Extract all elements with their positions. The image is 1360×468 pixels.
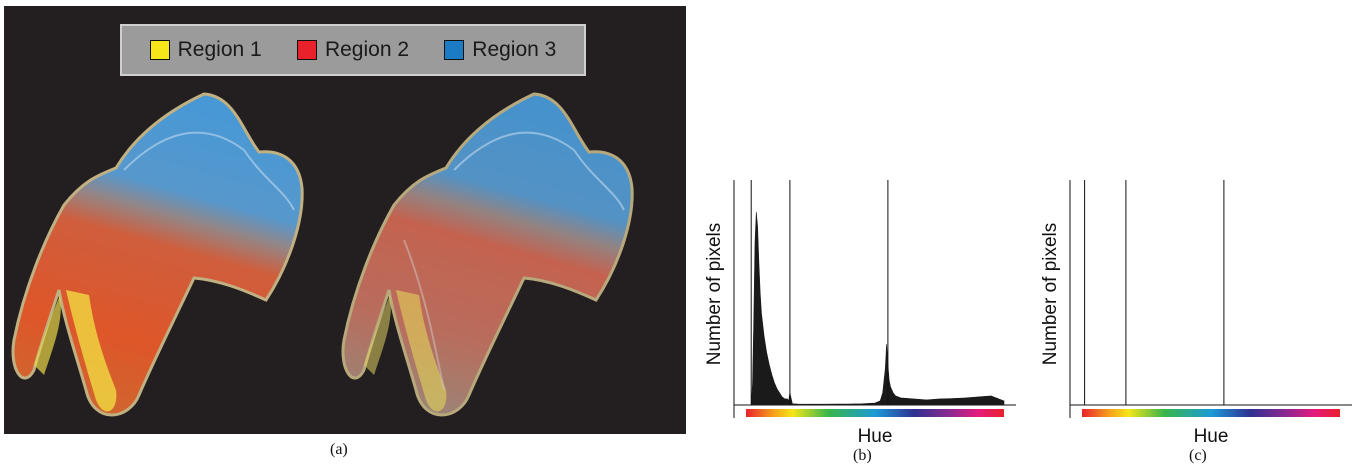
legend-swatch-region-2 xyxy=(296,40,317,60)
hue-color-bar xyxy=(1082,409,1340,417)
legend-label-region-1: Region 1 xyxy=(177,38,262,61)
legend-label-region-2: Region 2 xyxy=(324,38,410,61)
x-axis-title: Hue xyxy=(858,426,893,447)
tooth-rendering-left xyxy=(11,92,304,417)
volume-rendering-panel: Region 1 Region 2 Region 3 xyxy=(4,6,686,434)
region-legend: Region 1 Region 2 Region 3 xyxy=(120,24,586,76)
y-axis-title: Number of pixels xyxy=(704,223,725,366)
histogram-c: Hue Number of pixels xyxy=(1040,180,1352,447)
hue-color-bar xyxy=(746,409,1004,417)
caption-a: (a) xyxy=(330,441,348,458)
legend-label-region-3: Region 3 xyxy=(472,38,557,61)
legend-item-region-2: Region 2 xyxy=(296,38,410,62)
histogram-b: Hue Number of pixels xyxy=(704,180,1016,447)
x-axis-title: Hue xyxy=(1194,426,1229,447)
histogram-area xyxy=(746,212,1005,406)
y-axis-title: Number of pixels xyxy=(1040,223,1061,366)
tooth-rendering-right xyxy=(341,92,634,417)
caption-b: (b) xyxy=(853,447,872,464)
legend-swatch-region-1 xyxy=(149,40,170,60)
caption-c: (c) xyxy=(1189,447,1207,464)
legend-item-region-3: Region 3 xyxy=(444,38,556,62)
legend-item-region-1: Region 1 xyxy=(149,38,262,62)
legend-swatch-region-3 xyxy=(444,40,465,60)
